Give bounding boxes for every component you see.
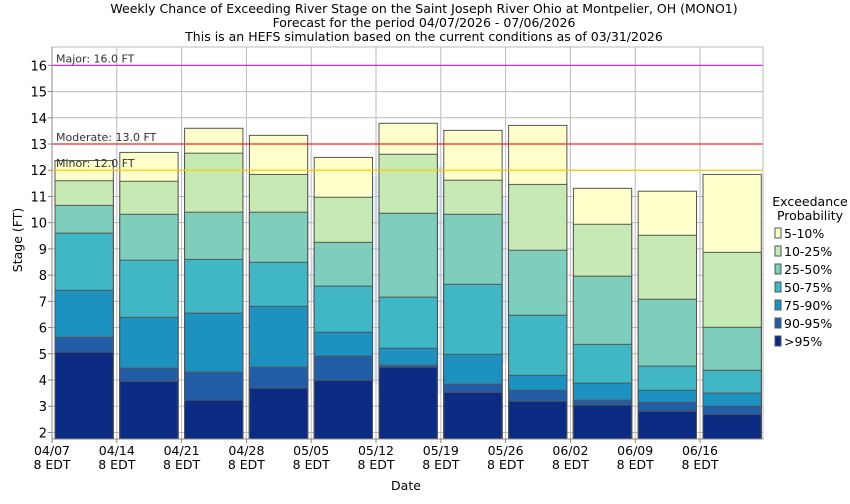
x-axis-label: Date xyxy=(391,478,421,493)
y-tick-label: 16 xyxy=(30,59,47,74)
y-tick-label: 6 xyxy=(39,322,47,337)
bar-segment->95% xyxy=(443,391,503,440)
legend: Exceedance Probability 5-10% 10-25% 25-50%… xyxy=(772,194,848,349)
legend-label: 75-90% xyxy=(784,298,832,313)
x-tick-label: 04/21 xyxy=(164,443,200,458)
legend-swatch xyxy=(774,227,782,239)
y-tick-label: 2 xyxy=(39,426,47,441)
y-tick-label: 15 xyxy=(30,86,47,101)
x-tick-label: 06/09 xyxy=(617,443,653,458)
x-tick-sublabel: 8 EDT xyxy=(552,457,589,472)
bar-segment->95% xyxy=(54,351,114,440)
legend-label: 25-50% xyxy=(784,262,832,277)
x-tick-label: 06/02 xyxy=(552,443,588,458)
x-tick-sublabel: 8 EDT xyxy=(293,457,330,472)
x-tick-sublabel: 8 EDT xyxy=(228,457,265,472)
threshold-label: Moderate: 13.0 FT xyxy=(56,131,157,144)
y-tick-label: 5 xyxy=(39,348,47,363)
y-tick-label: 13 xyxy=(30,138,47,153)
y-tick-label: 9 xyxy=(39,243,47,258)
x-tick-label: 05/05 xyxy=(293,443,329,458)
x-tick-sublabel: 8 EDT xyxy=(357,457,394,472)
title-line-3: This is an HEFS simulation based on the … xyxy=(184,29,663,44)
x-tick-label: 05/12 xyxy=(358,443,394,458)
y-tick-label: 8 xyxy=(39,269,47,284)
bar-segment->95% xyxy=(637,410,698,440)
legend-swatch xyxy=(774,263,782,275)
x-tick-sublabel: 8 EDT xyxy=(617,457,654,472)
title-line-2: Forecast for the period 04/07/2026 - 07/… xyxy=(273,15,576,30)
y-tick-label: 7 xyxy=(39,295,47,310)
x-tick-label: 04/28 xyxy=(228,443,264,458)
legend-swatch xyxy=(774,281,782,293)
legend-title-1: Exceedance xyxy=(772,194,848,209)
title-line-1: Weekly Chance of Exceeding River Stage o… xyxy=(110,1,737,16)
legend-swatch xyxy=(774,245,782,257)
y-tick-label: 4 xyxy=(39,374,47,389)
x-tick-sublabel: 8 EDT xyxy=(681,457,718,472)
threshold-label: Major: 16.0 FT xyxy=(56,52,135,65)
legend-label: 50-75% xyxy=(784,280,832,295)
threshold-lines: Major: 16.0 FT Moderate: 13.0 FT Minor: 12… xyxy=(52,52,763,171)
bar-segment->95% xyxy=(184,399,244,440)
bar-segment->95% xyxy=(508,400,568,440)
x-tick-sublabel: 8 EDT xyxy=(422,457,459,472)
bar-segment->95% xyxy=(313,379,374,440)
legend-label: 90-95% xyxy=(784,316,832,331)
y-tick-label: 11 xyxy=(30,190,47,205)
y-axis-label: Stage (FT) xyxy=(10,208,25,272)
x-tick-sublabel: 8 EDT xyxy=(33,457,70,472)
bar-segment->95% xyxy=(378,366,438,440)
legend-label: 5-10% xyxy=(784,226,824,241)
x-tick-label: 04/14 xyxy=(99,443,135,458)
x-tick-sublabel: 8 EDT xyxy=(98,457,135,472)
x-tick-label: 04/07 xyxy=(34,443,70,458)
legend-swatch xyxy=(774,335,782,347)
bar-segment->95% xyxy=(702,413,762,440)
legend-label: >95% xyxy=(784,334,822,349)
x-tick-label: 05/19 xyxy=(423,443,459,458)
bar-segment->95% xyxy=(248,387,309,440)
bar-segment->95% xyxy=(119,380,179,440)
y-tick-label: 14 xyxy=(30,112,47,127)
x-tick-sublabel: 8 EDT xyxy=(163,457,200,472)
legend-swatch xyxy=(774,299,782,311)
y-tick-label: 10 xyxy=(30,217,47,232)
x-tick-sublabel: 8 EDT xyxy=(487,457,524,472)
bars xyxy=(54,122,762,440)
legend-swatch xyxy=(774,317,782,329)
chart-title: Weekly Chance of Exceeding River Stage o… xyxy=(110,1,737,44)
y-tick-label: 3 xyxy=(39,400,47,415)
legend-label: 10-25% xyxy=(784,244,832,259)
legend-title-2: Probability xyxy=(777,208,844,223)
bar-segment->95% xyxy=(572,404,633,440)
y-tick-label: 12 xyxy=(30,164,47,179)
x-tick-label: 05/26 xyxy=(488,443,524,458)
threshold-label: Minor: 12.0 FT xyxy=(56,157,135,170)
x-tick-label: 06/16 xyxy=(682,443,718,458)
